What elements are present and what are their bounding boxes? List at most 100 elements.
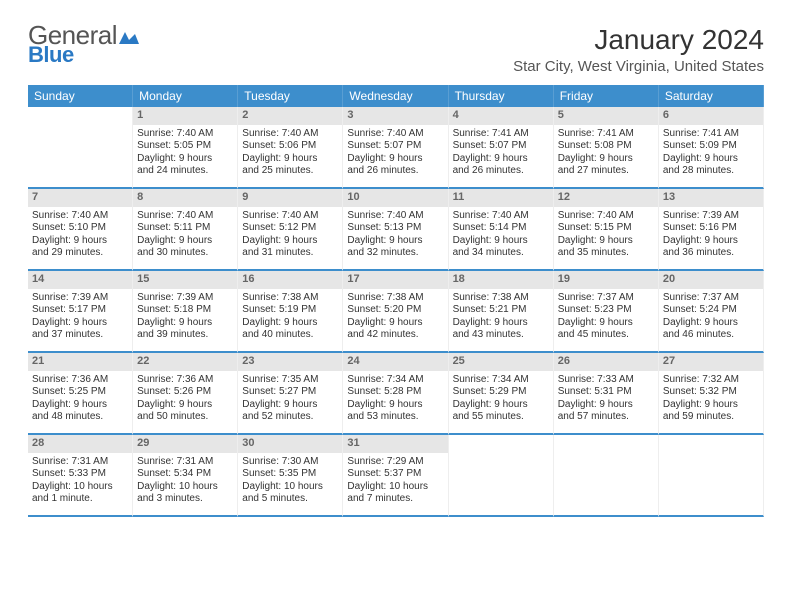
sunset-line: Sunset: 5:25 PM [32,386,128,399]
sunset-line: Sunset: 5:26 PM [137,386,233,399]
calendar-cell-day-29: 29Sunrise: 7:31 AMSunset: 5:34 PMDayligh… [133,435,238,517]
sunrise-line: Sunrise: 7:40 AM [453,210,549,223]
sunset-line: Sunset: 5:19 PM [242,304,338,317]
daylight-line-2: and 3 minutes. [137,493,233,506]
day-number: 1 [133,107,237,125]
calendar-cell-day-25: 25Sunrise: 7:34 AMSunset: 5:29 PMDayligh… [449,353,554,435]
calendar-cell-empty [554,435,659,517]
daylight-line-2: and 43 minutes. [453,329,549,342]
daylight-line-2: and 35 minutes. [558,247,654,260]
daylight-line-1: Daylight: 9 hours [558,399,654,412]
calendar-page: General Blue January 2024 Star City, Wes… [0,0,792,541]
daylight-line-2: and 26 minutes. [453,165,549,178]
sunset-line: Sunset: 5:23 PM [558,304,654,317]
location-text: Star City, West Virginia, United States [513,58,764,75]
daylight-line-2: and 55 minutes. [453,411,549,424]
sunrise-line: Sunrise: 7:38 AM [453,292,549,305]
day-number: 6 [659,107,763,125]
calendar-table: SundayMondayTuesdayWednesdayThursdayFrid… [28,85,764,517]
logo: General Blue [28,24,139,65]
weekday-header-row: SundayMondayTuesdayWednesdayThursdayFrid… [28,85,764,107]
sunset-line: Sunset: 5:09 PM [663,140,759,153]
weekday-header-sunday: Sunday [28,85,133,107]
calendar-cell-day-9: 9Sunrise: 7:40 AMSunset: 5:12 PMDaylight… [238,189,343,271]
day-number: 14 [28,271,132,289]
sunset-line: Sunset: 5:32 PM [663,386,759,399]
sunrise-line: Sunrise: 7:32 AM [663,374,759,387]
daylight-line-2: and 46 minutes. [663,329,759,342]
day-number: 20 [659,271,763,289]
logo-text-blue: Blue [28,45,117,65]
sunset-line: Sunset: 5:16 PM [663,222,759,235]
day-number: 18 [449,271,553,289]
daylight-line-2: and 26 minutes. [347,165,443,178]
day-number: 23 [238,353,342,371]
daylight-line-2: and 1 minute. [32,493,128,506]
daylight-line-1: Daylight: 9 hours [137,399,233,412]
day-number: 7 [28,189,132,207]
sunset-line: Sunset: 5:34 PM [137,468,233,481]
sunset-line: Sunset: 5:27 PM [242,386,338,399]
calendar-cell-day-3: 3Sunrise: 7:40 AMSunset: 5:07 PMDaylight… [343,107,448,189]
day-number: 19 [554,271,658,289]
calendar-cell-day-14: 14Sunrise: 7:39 AMSunset: 5:17 PMDayligh… [28,271,133,353]
calendar-cell-empty [449,435,554,517]
weekday-header-saturday: Saturday [659,85,764,107]
sunrise-line: Sunrise: 7:36 AM [137,374,233,387]
daylight-line-2: and 31 minutes. [242,247,338,260]
sunset-line: Sunset: 5:18 PM [137,304,233,317]
sunrise-line: Sunrise: 7:37 AM [663,292,759,305]
daylight-line-1: Daylight: 9 hours [453,153,549,166]
daylight-line-1: Daylight: 9 hours [453,399,549,412]
sunrise-line: Sunrise: 7:34 AM [347,374,443,387]
calendar-cell-day-13: 13Sunrise: 7:39 AMSunset: 5:16 PMDayligh… [659,189,764,271]
header-row: General Blue January 2024 Star City, Wes… [28,24,764,75]
daylight-line-2: and 57 minutes. [558,411,654,424]
daylight-line-2: and 45 minutes. [558,329,654,342]
day-number: 4 [449,107,553,125]
weekday-header-tuesday: Tuesday [238,85,343,107]
sunrise-line: Sunrise: 7:41 AM [558,128,654,141]
sunrise-line: Sunrise: 7:40 AM [558,210,654,223]
title-block: January 2024 Star City, West Virginia, U… [513,24,764,75]
sunset-line: Sunset: 5:12 PM [242,222,338,235]
calendar-cell-day-31: 31Sunrise: 7:29 AMSunset: 5:37 PMDayligh… [343,435,448,517]
day-number: 2 [238,107,342,125]
daylight-line-1: Daylight: 9 hours [242,317,338,330]
daylight-line-2: and 27 minutes. [558,165,654,178]
sunrise-line: Sunrise: 7:30 AM [242,456,338,469]
sunset-line: Sunset: 5:20 PM [347,304,443,317]
sunset-line: Sunset: 5:08 PM [558,140,654,153]
calendar-cell-day-30: 30Sunrise: 7:30 AMSunset: 5:35 PMDayligh… [238,435,343,517]
sunrise-line: Sunrise: 7:38 AM [347,292,443,305]
weekday-header-wednesday: Wednesday [343,85,448,107]
day-number: 15 [133,271,237,289]
calendar-cell-day-20: 20Sunrise: 7:37 AMSunset: 5:24 PMDayligh… [659,271,764,353]
calendar-cell-day-18: 18Sunrise: 7:38 AMSunset: 5:21 PMDayligh… [449,271,554,353]
daylight-line-2: and 25 minutes. [242,165,338,178]
daylight-line-1: Daylight: 9 hours [242,399,338,412]
day-number: 21 [28,353,132,371]
day-number: 24 [343,353,447,371]
daylight-line-1: Daylight: 10 hours [137,481,233,494]
daylight-line-1: Daylight: 9 hours [663,235,759,248]
sunrise-line: Sunrise: 7:39 AM [663,210,759,223]
calendar-cell-day-2: 2Sunrise: 7:40 AMSunset: 5:06 PMDaylight… [238,107,343,189]
daylight-line-1: Daylight: 10 hours [347,481,443,494]
calendar-cell-empty [659,435,764,517]
day-number: 25 [449,353,553,371]
weekday-header-friday: Friday [554,85,659,107]
sunset-line: Sunset: 5:37 PM [347,468,443,481]
calendar-cell-day-22: 22Sunrise: 7:36 AMSunset: 5:26 PMDayligh… [133,353,238,435]
calendar-cell-day-28: 28Sunrise: 7:31 AMSunset: 5:33 PMDayligh… [28,435,133,517]
sunrise-line: Sunrise: 7:34 AM [453,374,549,387]
sunset-line: Sunset: 5:33 PM [32,468,128,481]
calendar-week-row: 21 Sunrise: 7:36 AM Sunset: 5:25 PM Dayligh… [28,353,764,435]
daylight-line-2: and 42 minutes. [347,329,443,342]
calendar-cell-day-7: 7Sunrise: 7:40 AMSunset: 5:10 PMDaylight… [28,189,133,271]
sunrise-line: Sunrise: 7:31 AM [137,456,233,469]
sunrise-line: Sunrise: 7:40 AM [242,210,338,223]
daylight-line-2: and 48 minutes. [32,411,128,424]
day-number: 28 [28,435,132,453]
sunrise-line: Sunrise: 7:29 AM [347,456,443,469]
